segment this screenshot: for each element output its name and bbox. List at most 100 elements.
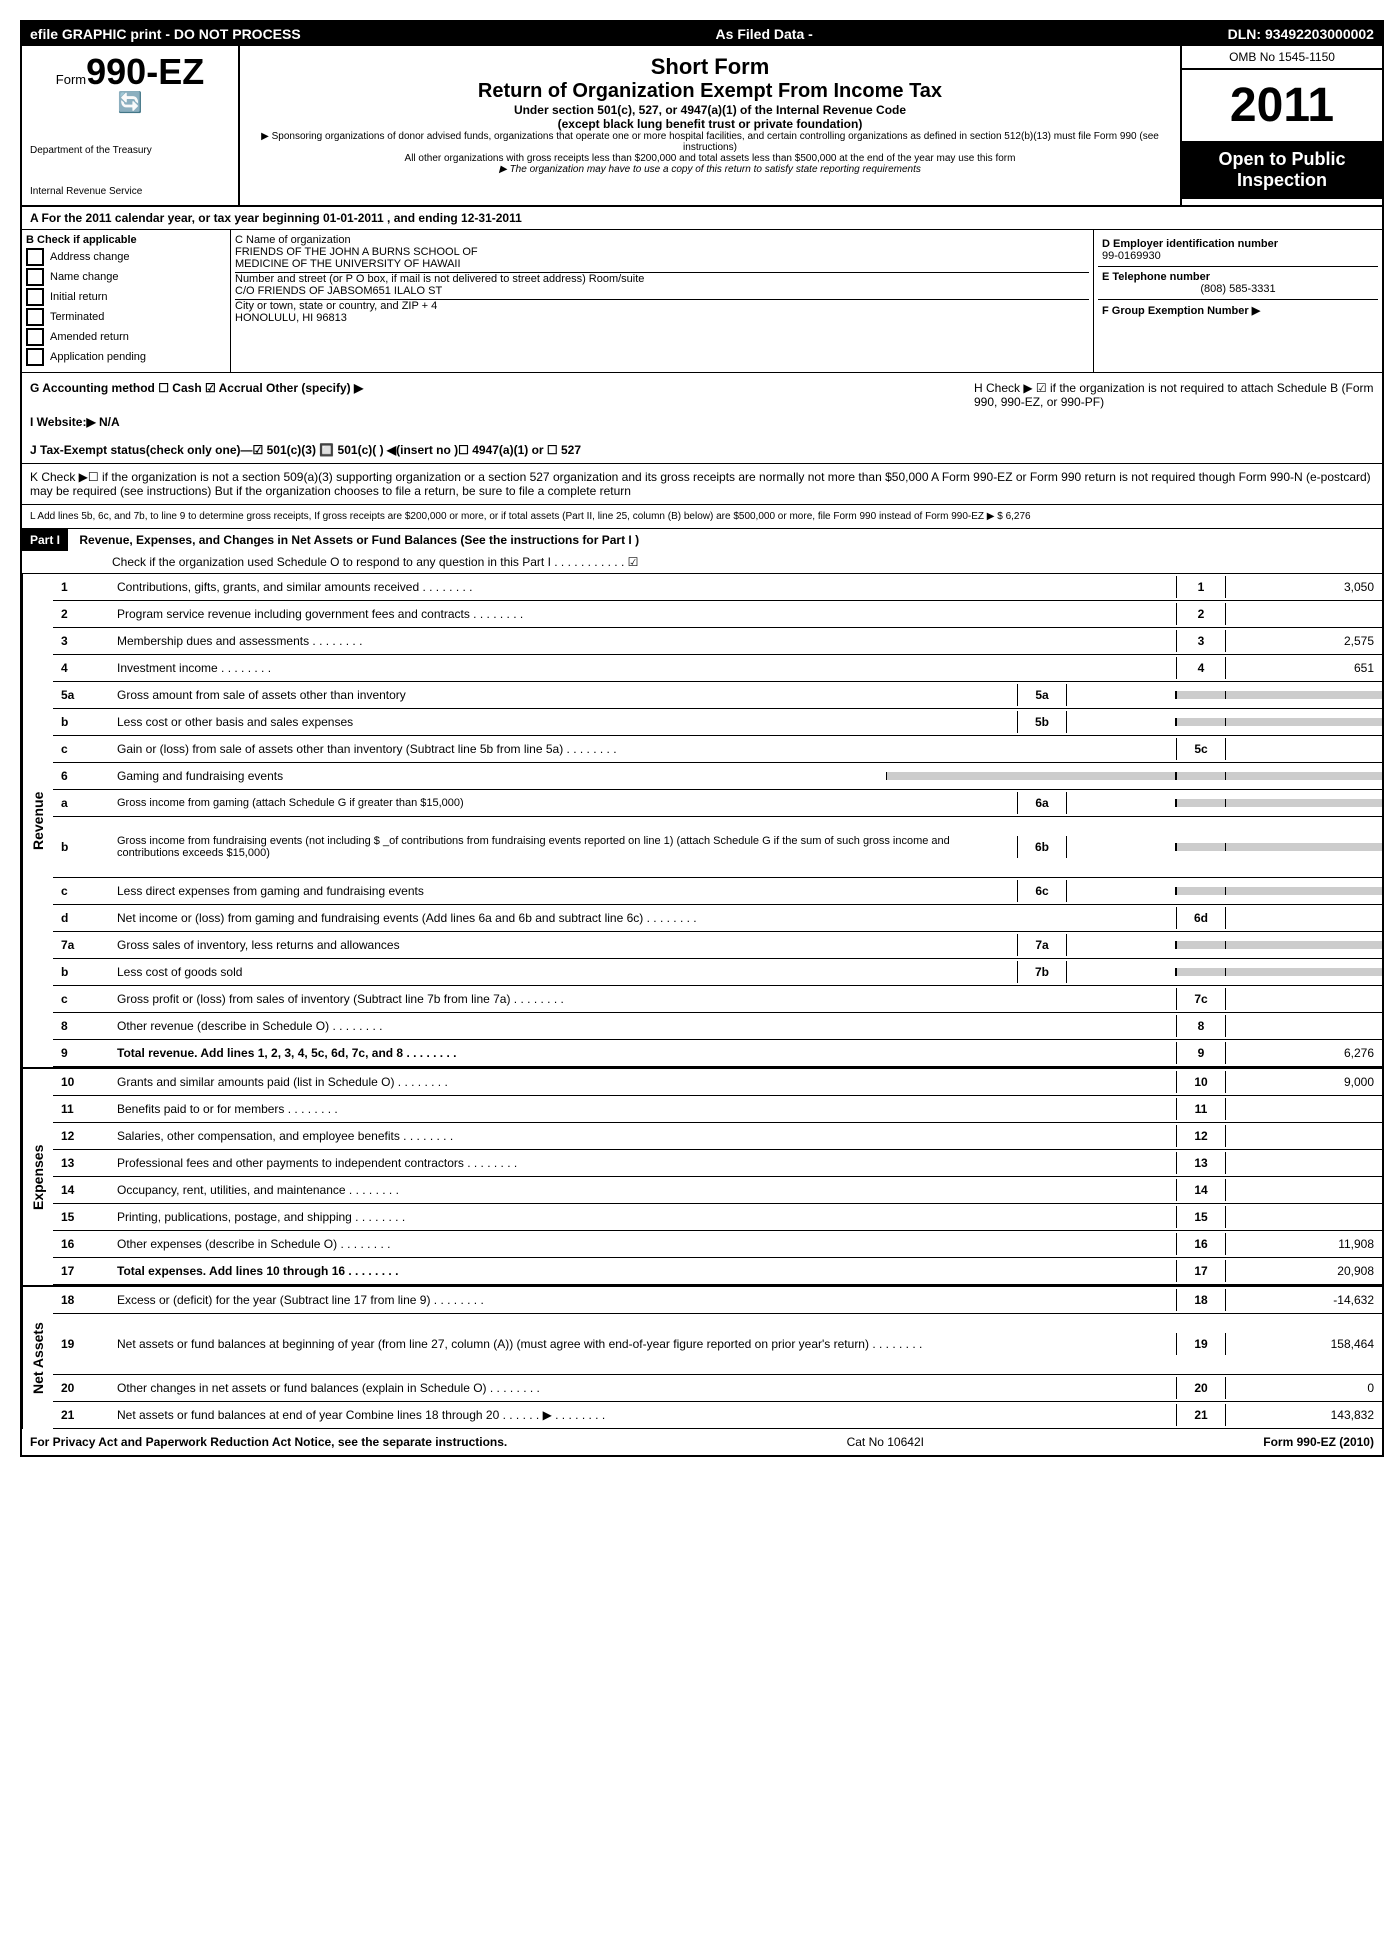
line-val: 6,276 bbox=[1226, 1042, 1382, 1064]
line-val: -14,632 bbox=[1226, 1289, 1382, 1311]
sub-val bbox=[1067, 691, 1176, 699]
line-num: 18 bbox=[53, 1289, 109, 1311]
line-box: 6d bbox=[1176, 907, 1226, 929]
expenses-label: Expenses bbox=[22, 1069, 53, 1285]
phone-label: E Telephone number bbox=[1102, 271, 1374, 283]
form-number: 990-EZ bbox=[86, 51, 204, 92]
sub-box: 6a bbox=[1017, 792, 1067, 814]
line-box-shaded bbox=[1176, 718, 1226, 726]
name-label: C Name of organization bbox=[235, 234, 1089, 246]
line-row: aGross income from gaming (attach Schedu… bbox=[53, 790, 1382, 817]
line-row: 16Other expenses (describe in Schedule O… bbox=[53, 1231, 1382, 1258]
checkbox-item[interactable]: Application pending bbox=[26, 348, 226, 366]
line-num: c bbox=[53, 738, 109, 760]
line-val: 3,050 bbox=[1226, 576, 1382, 598]
line-row: 7aGross sales of inventory, less returns… bbox=[53, 932, 1382, 959]
line-box: 8 bbox=[1176, 1015, 1226, 1037]
sub-box: 5a bbox=[1017, 684, 1067, 706]
checkbox-label: Address change bbox=[50, 251, 130, 263]
line-row: bGross income from fundraising events (n… bbox=[53, 817, 1382, 878]
line-num: 3 bbox=[53, 630, 109, 652]
line-num: b bbox=[53, 836, 109, 858]
line-h: H Check ▶ ☑ if the organization is not r… bbox=[974, 381, 1374, 429]
line-box: 16 bbox=[1176, 1233, 1226, 1255]
short-form: Short Form bbox=[248, 54, 1172, 80]
line-num: a bbox=[53, 792, 109, 814]
ein: 99-0169930 bbox=[1102, 250, 1374, 262]
form-990ez: efile GRAPHIC print - DO NOT PROCESS As … bbox=[20, 20, 1384, 1457]
line-num: 6 bbox=[53, 765, 109, 787]
checkbox[interactable] bbox=[26, 268, 44, 286]
city: HONOLULU, HI 96813 bbox=[235, 312, 1089, 324]
line-desc: Other revenue (describe in Schedule O) .… bbox=[109, 1015, 1176, 1037]
line-val: 11,908 bbox=[1226, 1233, 1382, 1255]
checkbox[interactable] bbox=[26, 288, 44, 306]
line-val: 9,000 bbox=[1226, 1071, 1382, 1093]
sub-box: 6c bbox=[1017, 880, 1067, 902]
street-label: Number and street (or P O box, if mail i… bbox=[235, 273, 1089, 285]
line-row: 3Membership dues and assessments . . . .… bbox=[53, 628, 1382, 655]
line-desc: Gaming and fundraising events bbox=[109, 765, 886, 787]
line-desc: Gross profit or (loss) from sales of inv… bbox=[109, 988, 1176, 1010]
line-box: 11 bbox=[1176, 1098, 1226, 1120]
line-desc: Program service revenue including govern… bbox=[109, 603, 1176, 625]
line-row: 11Benefits paid to or for members . . . … bbox=[53, 1096, 1382, 1123]
line-row: 20Other changes in net assets or fund ba… bbox=[53, 1375, 1382, 1402]
line-num: 17 bbox=[53, 1260, 109, 1282]
checkbox-item[interactable]: Name change bbox=[26, 268, 226, 286]
checkbox[interactable] bbox=[26, 308, 44, 326]
checkbox[interactable] bbox=[26, 328, 44, 346]
line-val bbox=[1226, 914, 1382, 922]
section-a: A For the 2011 calendar year, or tax yea… bbox=[22, 207, 1382, 230]
line-row: 19Net assets or fund balances at beginni… bbox=[53, 1314, 1382, 1375]
line-box: 10 bbox=[1176, 1071, 1226, 1093]
line-desc: Less cost or other basis and sales expen… bbox=[109, 711, 1017, 733]
header: Form990-EZ 🔄 Department of the Treasury … bbox=[22, 46, 1382, 207]
line-val: 20,908 bbox=[1226, 1260, 1382, 1282]
line-num: 14 bbox=[53, 1179, 109, 1201]
line-num: 19 bbox=[53, 1333, 109, 1355]
line-row: cGain or (loss) from sale of assets othe… bbox=[53, 736, 1382, 763]
line-box-shaded bbox=[1176, 799, 1226, 807]
checkbox[interactable] bbox=[26, 348, 44, 366]
line-box: 21 bbox=[1176, 1404, 1226, 1426]
line-desc: Net assets or fund balances at beginning… bbox=[109, 1333, 1176, 1355]
checkbox-label: Initial return bbox=[50, 291, 107, 303]
dept1: Department of the Treasury bbox=[30, 145, 230, 156]
line-val: 651 bbox=[1226, 657, 1382, 679]
line-num: 1 bbox=[53, 576, 109, 598]
line-val-shaded bbox=[1226, 718, 1382, 726]
line-desc: Professional fees and other payments to … bbox=[109, 1152, 1176, 1174]
line-box-shaded bbox=[1176, 968, 1226, 976]
gh-row: G Accounting method ☐ Cash ☑ Accrual Oth… bbox=[22, 373, 1382, 437]
checkbox-label: Application pending bbox=[50, 351, 146, 363]
top-left: efile GRAPHIC print - DO NOT PROCESS bbox=[30, 26, 301, 42]
note3: ▶ The organization may have to use a cop… bbox=[248, 164, 1172, 175]
line-desc: Net income or (loss) from gaming and fun… bbox=[109, 907, 1176, 929]
line-row: 13Professional fees and other payments t… bbox=[53, 1150, 1382, 1177]
footer: For Privacy Act and Paperwork Reduction … bbox=[22, 1429, 1382, 1455]
line-shaded bbox=[886, 772, 1176, 780]
checkbox-item[interactable]: Initial return bbox=[26, 288, 226, 306]
top-right: DLN: 93492203000002 bbox=[1228, 26, 1374, 42]
line-box: 15 bbox=[1176, 1206, 1226, 1228]
checkbox-item[interactable]: Amended return bbox=[26, 328, 226, 346]
section-b-title: B Check if applicable bbox=[26, 234, 226, 246]
line-desc: Contributions, gifts, grants, and simila… bbox=[109, 576, 1176, 598]
line-val bbox=[1226, 1186, 1382, 1194]
checkbox-item[interactable]: Address change bbox=[26, 248, 226, 266]
checkbox[interactable] bbox=[26, 248, 44, 266]
note1: ▶ Sponsoring organizations of donor advi… bbox=[248, 131, 1172, 153]
line-desc: Gross sales of inventory, less returns a… bbox=[109, 934, 1017, 956]
checkbox-item[interactable]: Terminated bbox=[26, 308, 226, 326]
group-label: F Group Exemption Number ▶ bbox=[1102, 304, 1374, 317]
sub-box: 7a bbox=[1017, 934, 1067, 956]
line-row: 21Net assets or fund balances at end of … bbox=[53, 1402, 1382, 1429]
header-right: OMB No 1545-1150 2011 Open to Public Ins… bbox=[1180, 46, 1382, 205]
line-val bbox=[1226, 995, 1382, 1003]
line-row: 8Other revenue (describe in Schedule O) … bbox=[53, 1013, 1382, 1040]
line-desc: Net assets or fund balances at end of ye… bbox=[109, 1404, 1176, 1426]
line-num: c bbox=[53, 880, 109, 902]
section-d: D Employer identification number 99-0169… bbox=[1094, 230, 1382, 372]
line-desc: Total revenue. Add lines 1, 2, 3, 4, 5c,… bbox=[109, 1042, 1176, 1064]
